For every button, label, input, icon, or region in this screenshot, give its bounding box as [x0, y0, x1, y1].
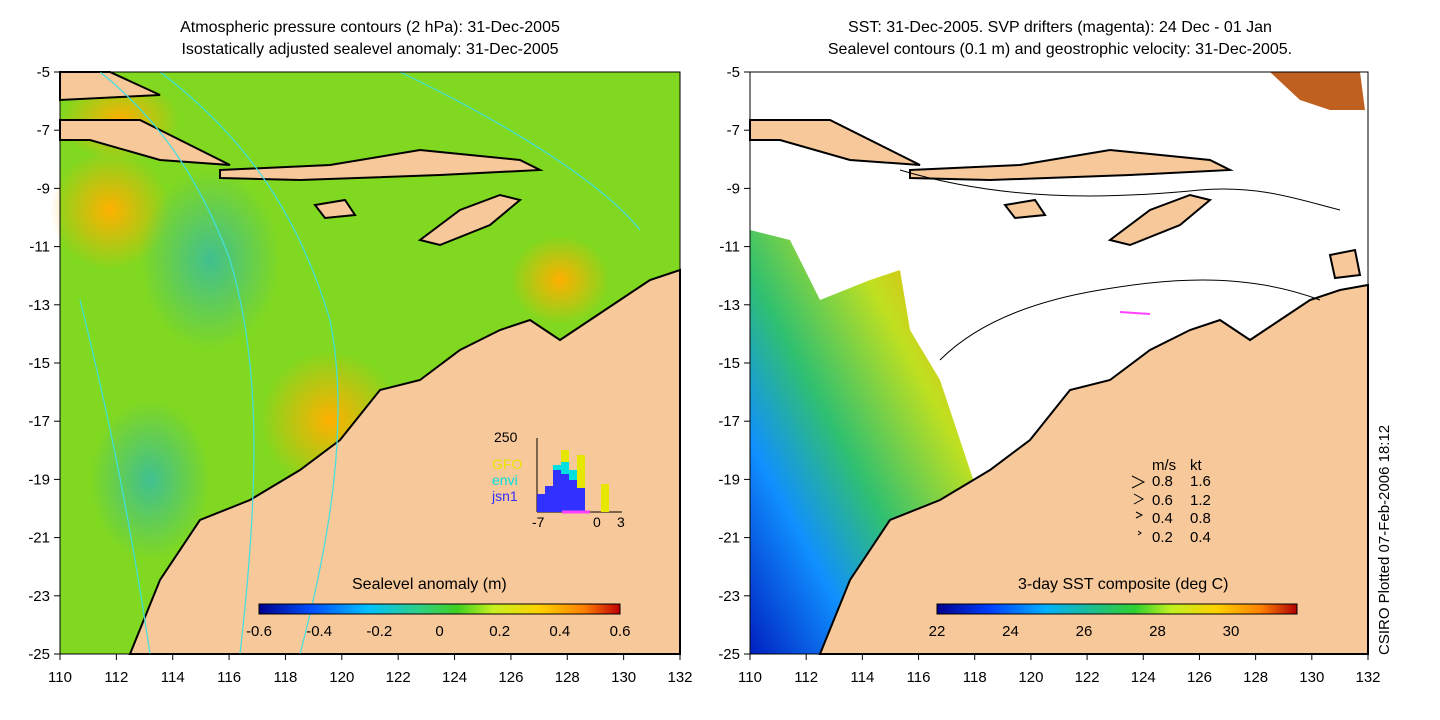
left-colorbar-tick: 0.6 — [609, 623, 631, 640]
inset-legend-envi: envi — [492, 472, 518, 488]
velocity-legend-kt-value: 1.2 — [1190, 491, 1211, 509]
right-x-tick-label: 116 — [907, 669, 931, 686]
left-y-tick-label: -11 — [29, 239, 50, 256]
left-x-tick-label: 118 — [273, 669, 297, 686]
velocity-legend-kt-value: 0.4 — [1190, 528, 1211, 546]
velocity-legend-kt-value: 1.6 — [1190, 473, 1211, 490]
right-x-tick-label: 112 — [794, 669, 818, 686]
inset-ymax-label: 250 — [494, 429, 518, 445]
left-y-tick-label: -15 — [28, 355, 50, 372]
credit-label: CSIRO Plotted 07-Feb-2006 18:12 — [1376, 424, 1393, 655]
right-x-tick-label: 122 — [1075, 669, 1100, 686]
right-x-tick-label: 124 — [1131, 669, 1156, 686]
right-land-australia — [818, 283, 1369, 655]
left-land-australia — [128, 268, 681, 655]
right-y-tick-label: -7 — [727, 122, 740, 139]
left-x-tick-label: 126 — [498, 669, 523, 686]
left-map — [50, 71, 681, 655]
right-title-line2: Sealevel contours (0.1 m) and geostrophi… — [827, 41, 1293, 58]
right-title-line1: SST: 31-Dec-2005. SVP drifters (magenta)… — [848, 19, 1272, 36]
left-y-tick-label: -5 — [37, 64, 50, 81]
left-colorbar-tick: 0.4 — [549, 623, 571, 640]
right-y-tick-label: -15 — [718, 355, 740, 372]
right-colorbar-tick: 30 — [1222, 623, 1240, 640]
inset-x-label-1: -7 — [532, 514, 545, 530]
left-colorbar — [258, 603, 621, 615]
right-x-tick-label: 120 — [1018, 669, 1043, 686]
right-colorbar — [936, 603, 1298, 615]
right-y-tick-label: -9 — [727, 180, 740, 197]
left-x-tick-label: 116 — [217, 669, 241, 686]
left-colorbar-tick: -0.4 — [306, 623, 333, 640]
velocity-legend-header-ms: m/s — [1152, 457, 1177, 474]
right-y-tick-label: -23 — [718, 588, 740, 605]
left-x-tick-label: 128 — [555, 669, 580, 686]
right-y-tick-label: -21 — [718, 530, 740, 547]
right-colorbar-tick: 26 — [1075, 623, 1093, 640]
right-map — [749, 71, 1369, 655]
left-colorbar-tick: 0 — [435, 623, 444, 640]
velocity-legend-arrows — [1131, 475, 1146, 536]
right-colorbar-tick: 28 — [1149, 623, 1166, 640]
left-x-tick-label: 114 — [161, 669, 185, 686]
left-title-line2: Isostatically adjusted sealevel anomaly:… — [181, 41, 559, 58]
left-x-tick-label: 132 — [667, 669, 692, 686]
right-x-tick-label: 128 — [1243, 669, 1268, 686]
left-y-tick-label: -25 — [28, 646, 50, 663]
left-y-tick-label: -9 — [37, 180, 50, 197]
right-colorbar-tick: 24 — [1002, 623, 1019, 640]
left-y-tick-label: -21 — [28, 530, 50, 547]
right-x-tick-label: 130 — [1299, 669, 1324, 686]
right-x-tick-label: 126 — [1187, 669, 1212, 686]
right-y-tick-label: -19 — [718, 471, 740, 488]
right-x-tick-label: 132 — [1355, 669, 1380, 686]
left-x-tick-label: 112 — [104, 669, 128, 686]
left-x-tick-label: 130 — [611, 669, 636, 686]
right-colorbar-tick: 22 — [928, 623, 946, 640]
left-colorbar-tick: -0.6 — [246, 623, 272, 640]
right-y-tick-label: -13 — [718, 297, 740, 314]
left-colorbar-tick: -0.2 — [366, 623, 393, 640]
left-inset-histogram — [536, 438, 622, 514]
left-colorbar-tick: 0.2 — [489, 623, 511, 640]
left-title-line1: Atmospheric pressure contours (2 hPa): 3… — [180, 19, 560, 36]
right-y-tick-label: -17 — [718, 413, 740, 430]
velocity-legend-ms-value: 0.2 — [1152, 528, 1173, 546]
velocity-legend-kt-value: 0.8 — [1190, 510, 1211, 527]
left-x-tick-label: 124 — [442, 669, 467, 686]
right-y-tick-label: -25 — [718, 646, 740, 663]
left-x-tick-label: 120 — [329, 669, 354, 686]
left-y-tick-label: -13 — [28, 297, 50, 314]
right-y-tick-label: -11 — [719, 239, 740, 256]
left-x-tick-label: 110 — [48, 669, 72, 686]
velocity-legend-header-kt: kt — [1190, 457, 1202, 474]
velocity-legend-ms-value: 0.4 — [1152, 510, 1173, 527]
right-y-tick-label: -5 — [727, 64, 740, 81]
right-x-tick-label: 114 — [850, 669, 874, 686]
left-x-tick-label: 122 — [386, 669, 411, 686]
left-colorbar-title: Sealevel anomaly (m) — [352, 576, 507, 593]
left-y-tick-label: -7 — [37, 122, 50, 139]
left-y-tick-label: -19 — [28, 471, 50, 488]
velocity-legend-ms-value: 0.8 — [1152, 473, 1173, 490]
right-x-tick-label: 110 — [738, 669, 762, 686]
inset-legend-jsn1: jsn1 — [492, 488, 518, 504]
inset-x-label-3: 3 — [617, 514, 625, 530]
right-colorbar-title: 3-day SST composite (deg C) — [1018, 576, 1229, 593]
inset-legend-gfo: GFO — [492, 456, 523, 472]
right-x-tick-label: 118 — [963, 669, 987, 686]
left-y-tick-label: -17 — [28, 413, 50, 430]
inset-x-label-2: 0 — [593, 514, 601, 530]
velocity-legend-ms-value: 0.6 — [1152, 491, 1173, 509]
left-y-tick-label: -23 — [28, 588, 50, 605]
